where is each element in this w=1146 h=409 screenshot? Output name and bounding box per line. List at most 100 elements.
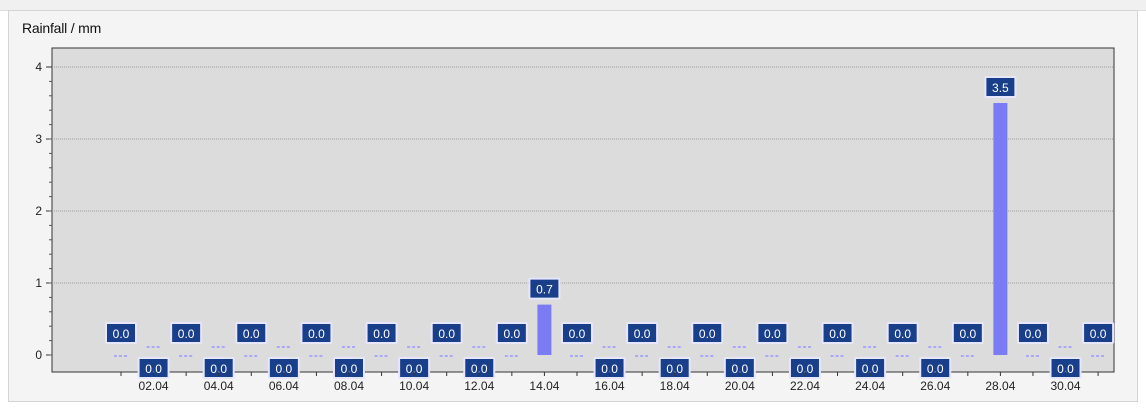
x-tick-label: 22.04 — [790, 379, 820, 393]
plot-background — [51, 47, 1115, 373]
x-tick-label: 06.04 — [269, 379, 299, 393]
chart-ylabel: Rainfall / mm — [22, 20, 102, 36]
data-label-box — [1016, 322, 1049, 344]
data-label-value: 0.0 — [797, 362, 814, 376]
data-label-02.04: 0.0 — [137, 357, 170, 379]
data-label-value: 0.0 — [959, 327, 976, 341]
data-labels: 0.0 0.0 0.0 0.0 0.0 0.0 0.0 0.0 0.0 0.0 0.0 0.0 0.0 0… — [105, 76, 1115, 379]
data-label-box — [463, 357, 496, 379]
x-tick-label: 24.04 — [855, 379, 885, 393]
data-label-box — [1082, 322, 1115, 344]
data-label-value: 0.0 — [503, 327, 520, 341]
data-label-box — [137, 357, 170, 379]
data-label-value: 0.0 — [601, 362, 618, 376]
y-tick-label: 4 — [35, 60, 42, 74]
data-label-box — [235, 322, 268, 344]
plot-area — [51, 47, 1115, 373]
bars — [114, 103, 1106, 357]
data-label-box — [170, 322, 203, 344]
data-label-box — [951, 322, 984, 344]
data-label-value: 3.5 — [992, 81, 1009, 95]
data-label-box — [300, 322, 333, 344]
data-label-22.04: 0.0 — [788, 357, 821, 379]
data-label-value: 0.0 — [406, 362, 423, 376]
data-label-value: 0.0 — [666, 362, 683, 376]
data-label-value: 0.0 — [1090, 327, 1107, 341]
data-label-11.04: 0.0 — [430, 322, 463, 344]
data-label-box — [365, 322, 398, 344]
data-label-box — [560, 322, 593, 344]
data-label-value: 0.0 — [113, 327, 130, 341]
x-tick-label: 18.04 — [660, 379, 690, 393]
data-label-08.04: 0.0 — [332, 357, 365, 379]
x-tick-label: 16.04 — [595, 379, 625, 393]
data-label-value: 0.0 — [341, 362, 358, 376]
data-label-09.04: 0.0 — [365, 322, 398, 344]
x-tick-label: 08.04 — [334, 379, 364, 393]
data-label-16.04: 0.0 — [593, 357, 626, 379]
x-tick-label: 20.04 — [725, 379, 755, 393]
data-label-box — [658, 357, 691, 379]
data-label-box — [528, 277, 561, 300]
data-label-box — [1049, 357, 1082, 379]
data-label-19.04: 0.0 — [691, 322, 724, 344]
data-label-box — [691, 322, 724, 344]
data-label-10.04: 0.0 — [398, 357, 431, 379]
data-label-value: 0.0 — [145, 362, 162, 376]
data-label-27.04: 0.0 — [951, 322, 984, 344]
x-tick-label: 28.04 — [985, 379, 1015, 393]
y-tick-label: 0 — [35, 348, 42, 362]
y-tick-label: 2 — [35, 204, 42, 218]
data-label-box — [919, 357, 952, 379]
data-label-value: 0.0 — [569, 327, 586, 341]
data-label-value: 0.0 — [243, 327, 260, 341]
data-label-value: 0.0 — [1057, 362, 1074, 376]
data-label-box — [202, 357, 235, 379]
data-label-box — [821, 322, 854, 344]
bar-14.04 — [537, 304, 552, 355]
data-label-30.04: 0.0 — [1049, 357, 1082, 379]
data-label-box — [267, 357, 300, 379]
data-label-value: 0.0 — [634, 327, 651, 341]
data-label-28.04: 3.5 — [984, 76, 1017, 98]
x-axis-ticks: 02.04 04.04 06.04 08.04 10.04 12.04 14.04 16.04… — [120, 372, 1099, 393]
data-label-box — [105, 322, 137, 344]
x-tick-label: 04.04 — [204, 379, 234, 393]
data-label-07.04: 0.0 — [300, 322, 333, 344]
data-label-box — [886, 322, 919, 344]
data-label-value: 0.0 — [210, 362, 227, 376]
data-label-value: 0.0 — [438, 327, 455, 341]
data-label-value: 0.0 — [1025, 327, 1042, 341]
data-label-12.04: 0.0 — [463, 357, 496, 379]
data-label-box — [756, 322, 789, 344]
data-label-value: 0.0 — [927, 362, 944, 376]
data-label-25.04: 0.0 — [886, 322, 919, 344]
data-label-box — [854, 357, 887, 379]
data-label-29.04: 0.0 — [1016, 322, 1049, 344]
data-label-box — [495, 322, 528, 344]
data-label-13.04: 0.0 — [495, 322, 528, 344]
data-label-15.04: 0.0 — [560, 322, 593, 344]
data-label-value: 0.0 — [471, 362, 488, 376]
data-label-value: 0.0 — [276, 362, 293, 376]
x-tick-label: 26.04 — [920, 379, 950, 393]
data-label-value: 0.0 — [373, 327, 390, 341]
data-label-05.04: 0.0 — [235, 322, 268, 344]
data-label-box — [430, 322, 463, 344]
data-label-value: 0.0 — [178, 327, 195, 341]
data-label-box — [626, 322, 659, 344]
data-label-value: 0.0 — [894, 327, 911, 341]
x-tick-label: 02.04 — [139, 379, 169, 393]
data-label-17.04: 0.0 — [626, 322, 659, 344]
data-label-14.04: 0.7 — [528, 277, 561, 300]
data-label-06.04: 0.0 — [267, 357, 300, 379]
data-label-21.04: 0.0 — [756, 322, 789, 344]
data-label-24.04: 0.0 — [854, 357, 887, 379]
data-label-value: 0.0 — [829, 327, 846, 341]
grid-lines — [52, 66, 1114, 284]
x-tick-label: 12.04 — [464, 379, 494, 393]
data-label-01.04: 0.0 — [105, 322, 137, 344]
data-label-box — [398, 357, 431, 379]
x-tick-label: 10.04 — [399, 379, 429, 393]
